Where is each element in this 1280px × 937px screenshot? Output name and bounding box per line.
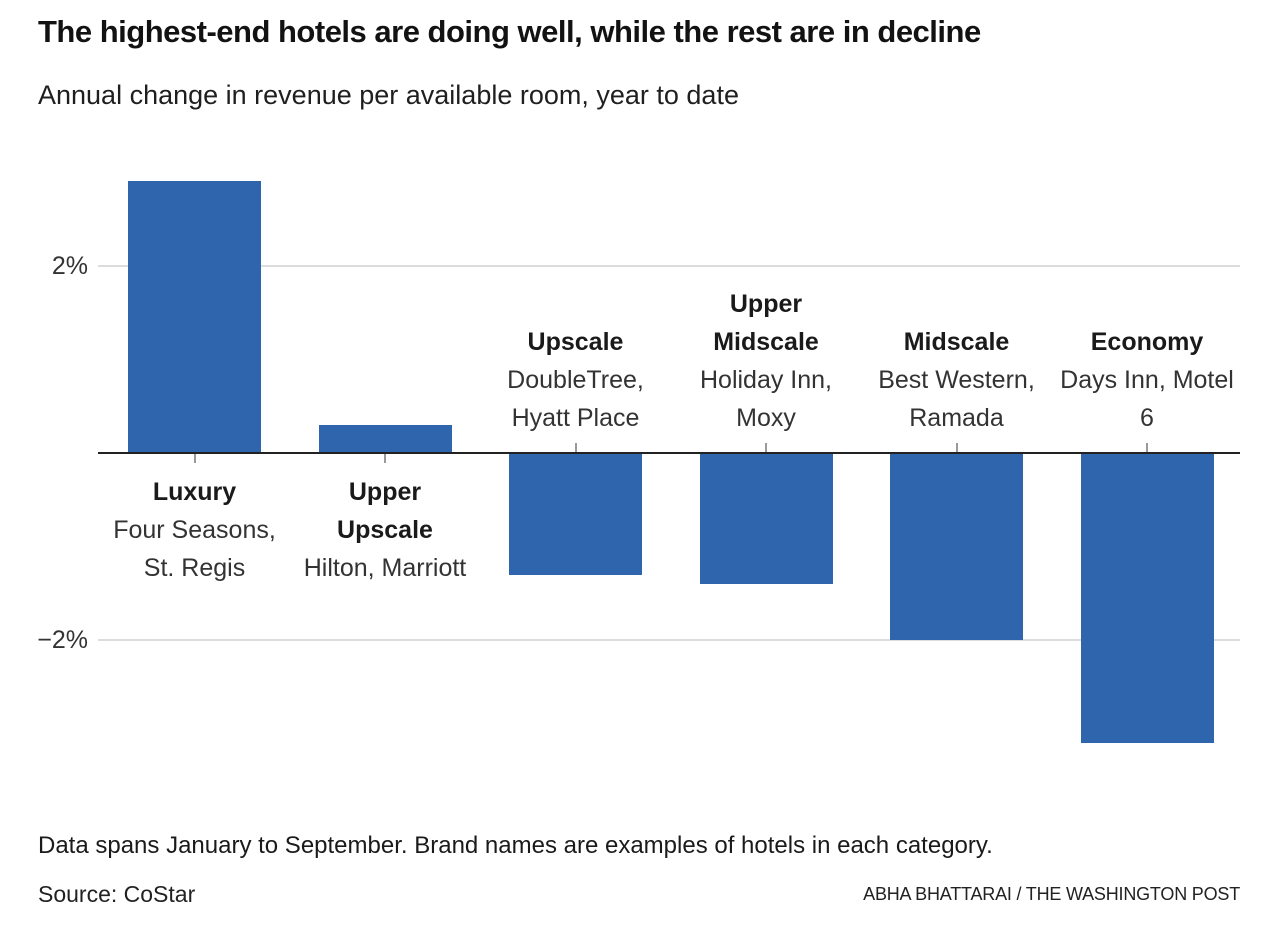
page-subtitle: Annual change in revenue per available r… bbox=[38, 80, 739, 110]
bar-midscale bbox=[890, 453, 1023, 641]
x-axis-tick-midscale bbox=[955, 443, 958, 452]
brand-examples-line: St. Regis bbox=[143, 554, 246, 582]
x-axis-tick-upper-upscale bbox=[384, 454, 386, 463]
category-name-line: Midscale bbox=[903, 328, 1010, 356]
brand-examples-line: Holiday Inn, bbox=[699, 366, 833, 394]
source-label: Source: CoStar bbox=[38, 881, 196, 907]
category-name-line: Luxury bbox=[152, 478, 237, 506]
chart-footnote: Data spans January to September. Brand n… bbox=[38, 832, 993, 859]
brand-examples-line: Hyatt Place bbox=[511, 404, 640, 432]
y-axis-label-2: −2% bbox=[37, 626, 88, 655]
category-name-line: Upscale bbox=[337, 516, 433, 544]
bar-upper-upscale bbox=[318, 424, 452, 453]
x-axis-tick-upscale bbox=[574, 443, 577, 452]
brand-examples-line: Moxy bbox=[736, 404, 796, 432]
byline-credit: ABHA BHATTARAI / THE WASHINGTON POST bbox=[863, 884, 1240, 904]
y-axis-label-2: 2% bbox=[51, 251, 88, 280]
brand-examples-line: 6 bbox=[1140, 404, 1154, 432]
x-axis-tick-economy bbox=[1146, 443, 1148, 452]
brand-examples-line: DoubleTree, bbox=[507, 366, 644, 394]
category-name-line: Economy bbox=[1090, 328, 1204, 356]
brand-examples-line: Four Seasons, bbox=[113, 516, 276, 544]
category-label-upscale: Upscale DoubleTree, Hyatt Place bbox=[466, 323, 686, 437]
category-name-line: Upper bbox=[348, 478, 422, 506]
x-axis-tick-upper-midscale bbox=[765, 443, 767, 452]
brand-examples-line: Best Western, bbox=[878, 366, 1035, 394]
x-axis-tick-luxury bbox=[193, 454, 196, 463]
brand-examples-line: Ramada bbox=[909, 404, 1004, 432]
bar-economy bbox=[1080, 453, 1214, 744]
bar-upper-midscale bbox=[699, 453, 833, 585]
gridline-2 bbox=[98, 639, 1240, 642]
x-axis-line bbox=[98, 452, 1240, 454]
brand-examples-line: Hilton, Marriott bbox=[303, 554, 467, 582]
category-label-upper-midscale: Upper Midscale Holiday Inn, Moxy bbox=[656, 285, 876, 437]
bar-upscale bbox=[509, 453, 642, 575]
bar-luxury bbox=[128, 181, 261, 453]
category-name-line: Upper bbox=[729, 290, 803, 318]
category-name-line: Midscale bbox=[713, 328, 819, 356]
gridline-2 bbox=[98, 264, 1240, 267]
category-label-midscale: Midscale Best Western, Ramada bbox=[847, 323, 1067, 437]
page-title: The highest-end hotels are doing well, w… bbox=[38, 14, 981, 49]
category-label-upper-upscale: Upper Upscale Hilton, Marriott bbox=[275, 473, 495, 587]
category-label-luxury: Luxury Four Seasons, St. Regis bbox=[85, 473, 305, 587]
category-name-line: Upscale bbox=[527, 328, 624, 356]
category-label-economy: Economy Days Inn, Motel 6 bbox=[1037, 323, 1257, 437]
brand-examples-line: Days Inn, Motel bbox=[1060, 366, 1234, 394]
